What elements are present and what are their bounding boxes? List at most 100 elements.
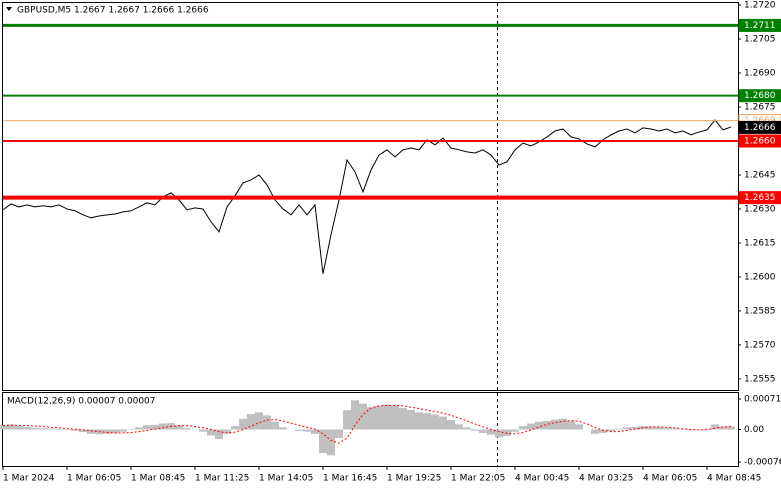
macd-bar <box>263 415 271 430</box>
macd-bar <box>335 429 343 439</box>
macd-bar <box>231 426 239 430</box>
macd-bar <box>615 428 623 430</box>
macd-bar <box>559 418 567 430</box>
macd-bar <box>511 429 519 432</box>
macd-bar <box>135 427 143 430</box>
macd-bar <box>295 429 303 431</box>
x-tick-label: 1 Mar 19:25 <box>387 474 441 484</box>
level-label: 1.2660 <box>744 136 776 146</box>
macd-bar <box>319 429 327 454</box>
macd-bar <box>663 427 671 430</box>
macd-bar <box>471 429 479 431</box>
macd-bar <box>599 429 607 433</box>
level-label-box <box>738 18 781 32</box>
macd-bar <box>479 429 487 433</box>
macd-bar <box>623 427 631 430</box>
macd-bar <box>607 429 615 432</box>
macd-bar <box>87 429 95 434</box>
y-tick-label: 1.2675 <box>744 103 776 113</box>
macd-bar <box>631 426 639 430</box>
macd-bar <box>303 429 311 432</box>
level-label-box <box>738 120 781 134</box>
price-line <box>2 119 732 274</box>
macd-bar <box>271 421 279 430</box>
x-tick-label: 1 Mar 08:45 <box>131 474 185 484</box>
macd-bar <box>31 427 39 430</box>
macd-bar <box>79 429 87 433</box>
x-tick-label: 1 Mar 2024 <box>3 474 55 484</box>
macd-bar <box>247 414 255 430</box>
macd-bar <box>415 412 423 430</box>
macd-bar <box>39 428 47 430</box>
macd-bar <box>119 429 127 432</box>
macd-bar <box>0 425 7 430</box>
y-tick-label: 1.2570 <box>744 340 776 350</box>
macd-bar <box>143 425 151 430</box>
macd-bar <box>327 429 335 456</box>
macd-bar <box>711 424 719 430</box>
x-tick-label: 4 Mar 08:45 <box>707 474 761 484</box>
level-label-box <box>738 134 781 148</box>
x-tick-label: 1 Mar 22:05 <box>451 474 505 484</box>
macd-bar <box>103 429 111 434</box>
macd-bar <box>439 416 447 430</box>
macd-bar <box>311 429 319 434</box>
macd-bar <box>215 429 223 439</box>
macd-bar <box>351 400 359 430</box>
signal-line <box>2 404 732 444</box>
x-tick-label: 1 Mar 16:45 <box>323 474 377 484</box>
x-tick-label: 1 Mar 11:25 <box>195 474 249 484</box>
macd-bar <box>551 419 559 430</box>
macd-bar <box>255 412 263 430</box>
macd-bar <box>375 405 383 430</box>
macd-bar <box>159 423 167 430</box>
macd-bar <box>207 429 215 436</box>
y-tick-label: 0.00071 <box>744 395 781 405</box>
y-tick-label: 1.2705 <box>744 35 776 45</box>
macd-bar <box>399 408 407 430</box>
macd-bar <box>575 424 583 430</box>
level-label-box <box>738 191 781 205</box>
y-tick-label: 1.2630 <box>744 204 776 214</box>
macd-bar <box>23 426 31 430</box>
y-tick-label: 1.2555 <box>744 374 776 384</box>
macd-bar <box>519 426 527 430</box>
macd-bar <box>527 423 535 430</box>
macd-bar <box>487 429 495 435</box>
macd-bar <box>423 413 431 430</box>
level-label: 1.2680 <box>744 91 776 101</box>
macd-bar <box>7 424 15 430</box>
macd-bar <box>343 410 351 430</box>
x-tick-label: 4 Mar 03:25 <box>579 474 633 484</box>
macd-bar <box>463 427 471 430</box>
y-tick-label: 1.2690 <box>744 69 776 79</box>
level-label: 1.2635 <box>744 193 776 203</box>
macd-bar <box>495 429 503 438</box>
y-tick-label: 1.2645 <box>744 170 776 180</box>
level-label-box <box>738 89 781 103</box>
level-label: 1.2711 <box>744 21 776 31</box>
x-tick-label: 4 Mar 00:45 <box>515 474 569 484</box>
macd-bar <box>567 420 575 430</box>
y-tick-label: 1.2600 <box>744 272 776 282</box>
macd-bar <box>367 407 375 430</box>
y-tick-label: 1.2720 <box>744 1 776 11</box>
macd-bar <box>407 409 415 430</box>
y-tick-label: 1.2615 <box>744 238 776 248</box>
macd-bar <box>727 426 735 430</box>
macd-bar <box>239 418 247 430</box>
x-tick-label: 1 Mar 14:05 <box>259 474 313 484</box>
y-tick-label: 1.2585 <box>744 306 776 316</box>
macd-header: MACD(12,26,9) 0.00007 0.00007 <box>7 397 156 407</box>
symbol-header: GBPUSD,M5 1.2667 1.2667 1.2666 1.2666 <box>17 6 209 16</box>
macd-bar <box>447 420 455 430</box>
macd-bar <box>431 414 439 430</box>
macd-bar <box>71 429 79 431</box>
macd-bar <box>543 420 551 430</box>
macd-bar <box>151 424 159 430</box>
macd-bar <box>383 404 391 430</box>
macd-bar <box>391 405 399 430</box>
macd-bar <box>455 424 463 430</box>
